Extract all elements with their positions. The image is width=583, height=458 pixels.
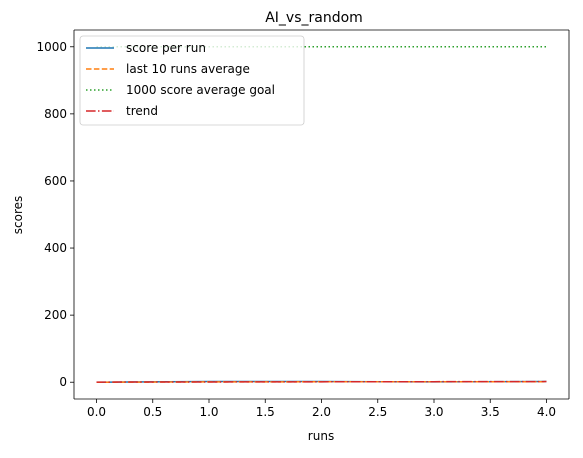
y-tick-label: 200 <box>44 308 67 322</box>
y-tick-label: 400 <box>44 241 67 255</box>
x-tick-label: 2.5 <box>368 405 387 419</box>
x-tick-label: 2.0 <box>312 405 331 419</box>
series-line-4 <box>97 382 547 383</box>
x-tick-label: 4.0 <box>537 405 556 419</box>
x-tick-label: 3.0 <box>424 405 443 419</box>
x-axis-label: runs <box>308 429 334 443</box>
y-axis-label: scores <box>11 196 25 235</box>
y-tick-label: 0 <box>59 375 67 389</box>
legend: score per run last 10 runs average 1000 sc… <box>80 36 304 125</box>
y-tick-label: 1000 <box>36 40 67 54</box>
x-tick-label: 0.0 <box>87 405 106 419</box>
y-tick-label: 600 <box>44 174 67 188</box>
x-tick-label: 1.0 <box>199 405 218 419</box>
legend-label: trend <box>126 104 158 118</box>
x-tick-label: 3.5 <box>481 405 500 419</box>
y-tick-label: 800 <box>44 107 67 121</box>
x-tick-label: 1.5 <box>256 405 275 419</box>
legend-label: score per run <box>126 41 206 55</box>
legend-label: 1000 score average goal <box>126 83 275 97</box>
chart-title: AI_vs_random <box>265 10 363 26</box>
legend-label: last 10 runs average <box>126 62 250 76</box>
x-tick-label: 0.5 <box>143 405 162 419</box>
